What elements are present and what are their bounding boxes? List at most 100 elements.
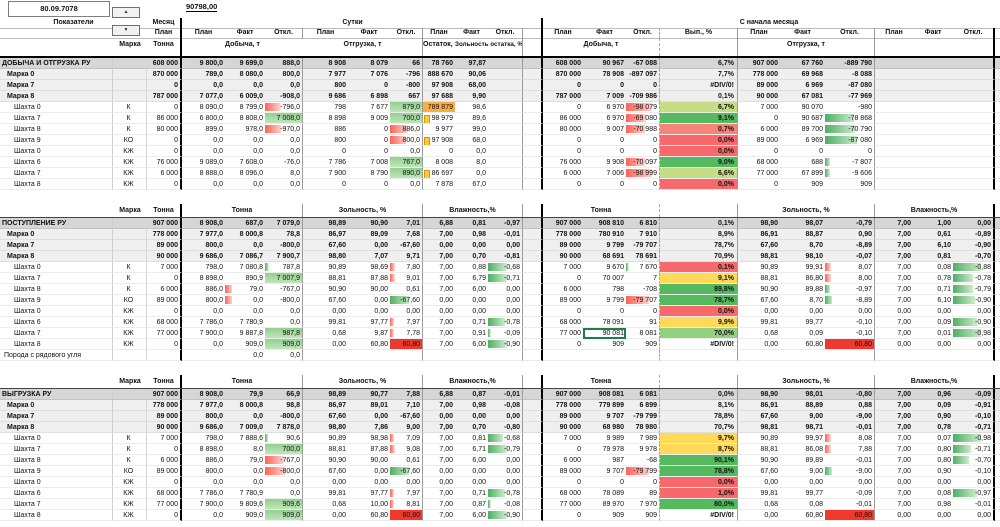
cell[interactable]: 60,80 xyxy=(825,510,875,521)
marka-cell[interactable] xyxy=(113,218,147,229)
cell[interactable]: 9 978 xyxy=(626,444,660,455)
cell[interactable]: 800 xyxy=(303,135,348,146)
cell[interactable]: 9 686,0 xyxy=(182,251,225,262)
cell[interactable]: -0,71 xyxy=(953,444,995,455)
cell[interactable]: 9 799 xyxy=(583,240,626,251)
cell[interactable]: 89 000 xyxy=(147,295,182,306)
cell[interactable]: 6,71 xyxy=(455,444,488,455)
cell[interactable]: 0,81 xyxy=(913,251,953,262)
cell[interactable]: 0,0 xyxy=(390,146,423,157)
cell[interactable]: 66 xyxy=(390,58,423,69)
cell[interactable] xyxy=(913,80,953,91)
cell[interactable]: 0,00 xyxy=(738,339,780,350)
cell[interactable]: 7,00 xyxy=(875,251,913,262)
row-label[interactable]: Шахта 8 xyxy=(0,284,113,295)
cell[interactable]: 0 xyxy=(543,146,583,157)
cell[interactable]: 0,80 xyxy=(913,444,953,455)
cell[interactable]: 907 000 xyxy=(738,58,780,69)
cell[interactable]: 0,0 xyxy=(265,80,303,91)
cell[interactable]: 909 xyxy=(626,510,660,521)
cell[interactable] xyxy=(825,350,875,361)
cell[interactable]: 0,87 xyxy=(455,499,488,510)
cell[interactable]: 97 908 xyxy=(423,80,455,91)
cell[interactable]: 87,88 xyxy=(348,444,390,455)
cell[interactable]: 6,88 xyxy=(423,389,455,400)
cell[interactable]: 77 000 xyxy=(147,499,182,510)
cell[interactable]: 7,00 xyxy=(423,444,455,455)
cell[interactable] xyxy=(875,113,913,124)
cell[interactable]: 778 000 xyxy=(147,229,182,240)
cell[interactable]: 0 xyxy=(543,339,583,350)
cell[interactable]: 0,00 xyxy=(875,477,913,488)
cell[interactable]: 8,7% xyxy=(660,444,738,455)
cell[interactable]: 0,00 xyxy=(423,295,455,306)
cell[interactable]: 89,01 xyxy=(348,400,390,411)
cell[interactable]: 8 008 xyxy=(423,157,455,168)
cell[interactable]: 0,68 xyxy=(303,328,348,339)
cell[interactable] xyxy=(875,146,913,157)
cell[interactable]: 76 000 xyxy=(543,157,583,168)
cell[interactable]: 7 900,0 xyxy=(182,328,225,339)
cell[interactable] xyxy=(738,350,780,361)
cell[interactable]: 90,89 xyxy=(303,433,348,444)
cell[interactable]: 778 000 xyxy=(543,229,583,240)
cell[interactable]: 0,0 xyxy=(182,179,225,190)
cell[interactable]: -0,10 xyxy=(953,411,995,422)
cell[interactable]: 8,1% xyxy=(660,400,738,411)
cell[interactable] xyxy=(780,350,825,361)
cell[interactable]: 0 xyxy=(626,477,660,488)
row-label[interactable]: Шахта 6 xyxy=(0,157,113,168)
cell[interactable]: 0,0 xyxy=(182,477,225,488)
cell[interactable]: 10,00 xyxy=(348,499,390,510)
cell[interactable]: 6 800,0 xyxy=(182,113,225,124)
cell[interactable]: 0,0 xyxy=(265,179,303,190)
cell[interactable]: 97 908 xyxy=(423,135,455,146)
cell[interactable]: 80 000 xyxy=(147,124,182,135)
row-label[interactable]: Шахта 8 xyxy=(0,179,113,190)
cell[interactable]: 890,0 xyxy=(390,168,423,179)
cell[interactable]: 0,0% xyxy=(660,179,738,190)
marka-cell[interactable]: К xyxy=(113,262,147,273)
cell[interactable]: 7 079,0 xyxy=(265,218,303,229)
cell[interactable]: 9 009 xyxy=(348,113,390,124)
marka-cell[interactable] xyxy=(113,251,147,262)
cell[interactable]: 6 000 xyxy=(147,284,182,295)
cell[interactable]: -79 707 xyxy=(626,240,660,251)
cell[interactable]: -0,01 xyxy=(825,455,875,466)
cell[interactable]: 0,0 xyxy=(265,350,303,361)
cell[interactable] xyxy=(875,80,913,91)
cell[interactable]: 7,00 xyxy=(423,273,455,284)
cell[interactable]: 0 xyxy=(825,146,875,157)
cell[interactable]: -87 080 xyxy=(825,80,875,91)
cell[interactable]: 98,89 xyxy=(303,218,348,229)
cell[interactable]: 0,0 xyxy=(390,179,423,190)
cell[interactable]: 0,00 xyxy=(953,218,995,229)
cell[interactable]: 78 980 xyxy=(626,422,660,433)
row-label[interactable]: Шахта 7 xyxy=(0,273,113,284)
cell[interactable]: 890,9 xyxy=(225,273,265,284)
cell[interactable]: 1,0% xyxy=(660,488,738,499)
cell[interactable]: 68,00 xyxy=(455,80,488,91)
cell[interactable]: 99,97 xyxy=(780,433,825,444)
cell[interactable]: 9 707 xyxy=(583,466,626,477)
cell[interactable]: 7,00 xyxy=(875,389,913,400)
cell[interactable]: 67,60 xyxy=(738,295,780,306)
cell[interactable]: 99,81 xyxy=(738,488,780,499)
cell[interactable]: 90,89 xyxy=(738,262,780,273)
cell[interactable]: 9 799 xyxy=(583,295,626,306)
cell[interactable]: 0,87 xyxy=(455,389,488,400)
cell[interactable]: 0,0 xyxy=(265,477,303,488)
cell[interactable]: 0,0 xyxy=(225,135,265,146)
cell[interactable]: -0,78 xyxy=(488,488,523,499)
cell[interactable]: 89,09 xyxy=(348,229,390,240)
cell[interactable]: 7,80 xyxy=(390,262,423,273)
cell[interactable]: 7,7% xyxy=(660,69,738,80)
cell[interactable]: 0 xyxy=(583,477,626,488)
cell[interactable]: 86,97 xyxy=(303,229,348,240)
cell[interactable]: 68 000 xyxy=(543,317,583,328)
cell[interactable]: 67,60 xyxy=(303,240,348,251)
cell[interactable]: 8,0 xyxy=(225,444,265,455)
cell[interactable]: 8 808,0 xyxy=(225,113,265,124)
cell[interactable]: 0,98 xyxy=(913,499,953,510)
cell[interactable]: 0 xyxy=(147,102,182,113)
